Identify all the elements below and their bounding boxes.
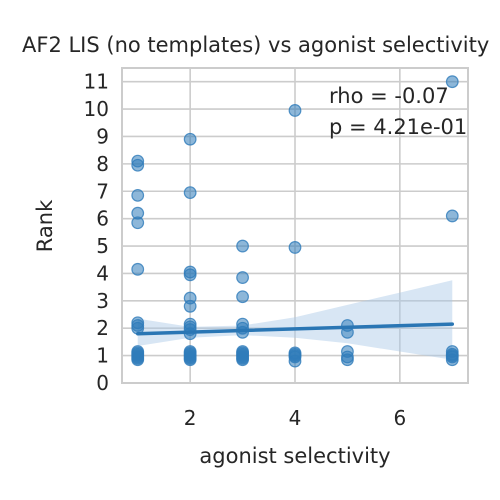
x-tick-label: 6 [393, 406, 406, 430]
data-point [184, 187, 196, 199]
y-tick-label: 9 [96, 124, 109, 148]
data-point [132, 317, 144, 329]
y-tick-label: 5 [96, 234, 109, 258]
data-point [237, 240, 249, 252]
rho-annotation: rho = -0.07 [329, 84, 449, 108]
data-point [184, 318, 196, 330]
y-tick-label: 4 [96, 261, 109, 285]
data-point [184, 346, 196, 358]
y-tick-labels: 0 1 2 3 4 5 6 7 8 9 10 11 [84, 70, 109, 395]
data-point [289, 242, 301, 254]
y-tick-label: 6 [96, 207, 109, 231]
data-point [184, 133, 196, 145]
x-tick-label: 4 [289, 406, 302, 430]
data-point [342, 346, 354, 358]
y-tick-label: 11 [84, 70, 109, 94]
y-tick-label: 3 [96, 289, 109, 313]
chart-title: AF2 LIS (no templates) vs agonist select… [22, 33, 489, 57]
y-tick-label: 0 [96, 371, 109, 395]
data-point [237, 272, 249, 284]
x-axis-label: agonist selectivity [199, 444, 390, 468]
data-point [132, 207, 144, 219]
x-tick-label: 2 [184, 406, 197, 430]
data-point [446, 210, 458, 222]
y-tick-label: 1 [96, 344, 109, 368]
data-point [289, 347, 301, 359]
data-point [132, 190, 144, 202]
data-point [184, 292, 196, 304]
data-point [132, 155, 144, 167]
data-point [132, 346, 144, 358]
data-point [237, 346, 249, 358]
data-point [237, 318, 249, 330]
data-point [237, 291, 249, 303]
x-tick-labels: 2 4 6 [184, 406, 406, 430]
y-tick-label: 10 [84, 97, 109, 121]
y-tick-label: 8 [96, 152, 109, 176]
data-point [184, 266, 196, 278]
data-point [289, 105, 301, 117]
y-tick-label: 2 [96, 316, 109, 340]
p-value-annotation: p = 4.21e-01 [329, 115, 467, 139]
y-axis-label: Rank [33, 199, 57, 252]
data-point [132, 264, 144, 276]
y-tick-label: 7 [96, 179, 109, 203]
data-point [446, 346, 458, 358]
